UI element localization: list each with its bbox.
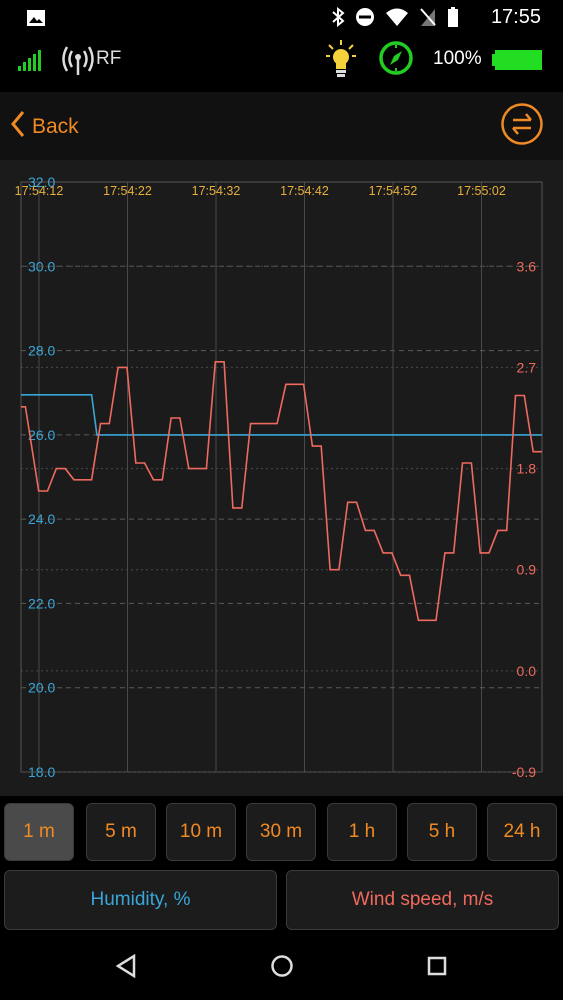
humidity-series-line <box>21 394 542 436</box>
plot-border <box>20 181 543 773</box>
home-circle-icon[interactable] <box>270 954 294 983</box>
y-right-tick-label: 1.8 <box>517 461 537 477</box>
range-button[interactable]: 1 h <box>327 803 397 861</box>
battery-icon <box>447 7 459 32</box>
y-left-tick-label: 32.0 <box>28 174 55 190</box>
range-button[interactable]: 10 m <box>166 803 236 861</box>
range-button[interactable]: 24 h <box>487 803 557 861</box>
range-button[interactable]: 30 m <box>246 803 316 861</box>
y-right-tick-label: -0.9 <box>512 764 536 780</box>
y-left-tick-label: 28.0 <box>28 343 55 359</box>
x-tick-label: 17:54:32 <box>192 184 241 198</box>
x-tick-label: 17:54:52 <box>369 184 418 198</box>
recents-square-icon[interactable] <box>427 954 447 983</box>
device-status-bar: RF 100% <box>0 36 563 84</box>
time-range-selector: 1 m 5 m 10 m 30 m 1 h 5 h 24 h <box>0 800 563 864</box>
line-chart[interactable]: 17:54:12 17:54:22 17:54:32 17:54:42 17:54:52… <box>0 160 563 796</box>
wind-speed-series-line <box>21 361 542 622</box>
humidity-series-button[interactable]: Humidity, % <box>4 870 277 930</box>
x-tick-label: 17:54:12 <box>15 184 64 198</box>
y-right-tick-label: 0.9 <box>517 562 537 578</box>
range-button[interactable]: 5 m <box>86 803 156 861</box>
device-battery-icon <box>492 50 544 75</box>
battery-percent: 100% <box>433 48 482 69</box>
rf-label: RF <box>96 48 122 69</box>
wifi-icon <box>385 7 409 32</box>
y-left-tick-label: 22.0 <box>28 595 55 611</box>
bluetooth-icon <box>331 6 345 32</box>
do-not-disturb-icon <box>355 7 375 32</box>
lightbulb-icon[interactable] <box>326 40 356 83</box>
range-button[interactable]: 1 m <box>4 803 74 861</box>
system-navigation-bar <box>0 934 563 1000</box>
back-button[interactable]: Back <box>10 110 79 143</box>
status-bar: 17:55 <box>0 0 563 36</box>
compass-icon[interactable] <box>378 40 414 81</box>
y-left-tick-label: 26.0 <box>28 427 55 443</box>
rf-antenna-icon <box>60 42 96 81</box>
y-right-tick-label: 0.0 <box>517 663 537 679</box>
range-button[interactable]: 5 h <box>407 803 477 861</box>
app-header: Back <box>0 92 563 160</box>
y-right-tick-label: 2.7 <box>517 359 537 375</box>
y-left-tick-label: 24.0 <box>28 511 55 527</box>
x-tick-label: 17:54:42 <box>280 184 329 198</box>
y-left-tick-label: 20.0 <box>28 680 55 696</box>
chart-area[interactable]: 17:54:12 17:54:22 17:54:32 17:54:42 17:54:52… <box>0 160 563 796</box>
swap-arrows-icon[interactable] <box>500 102 544 146</box>
wind-speed-series-button[interactable]: Wind speed, m/s <box>286 870 559 930</box>
back-label: Back <box>32 114 79 138</box>
x-tick-label: 17:55:02 <box>457 184 506 198</box>
chevron-left-icon <box>10 110 26 143</box>
status-clock: 17:55 <box>490 6 541 28</box>
y-right-tick-label: 3.6 <box>517 258 537 274</box>
image-icon <box>26 8 46 33</box>
back-triangle-icon[interactable] <box>115 953 137 983</box>
signal-bars-icon <box>18 50 44 77</box>
x-tick-label: 17:54:22 <box>103 184 152 198</box>
no-sim-icon <box>419 7 437 32</box>
